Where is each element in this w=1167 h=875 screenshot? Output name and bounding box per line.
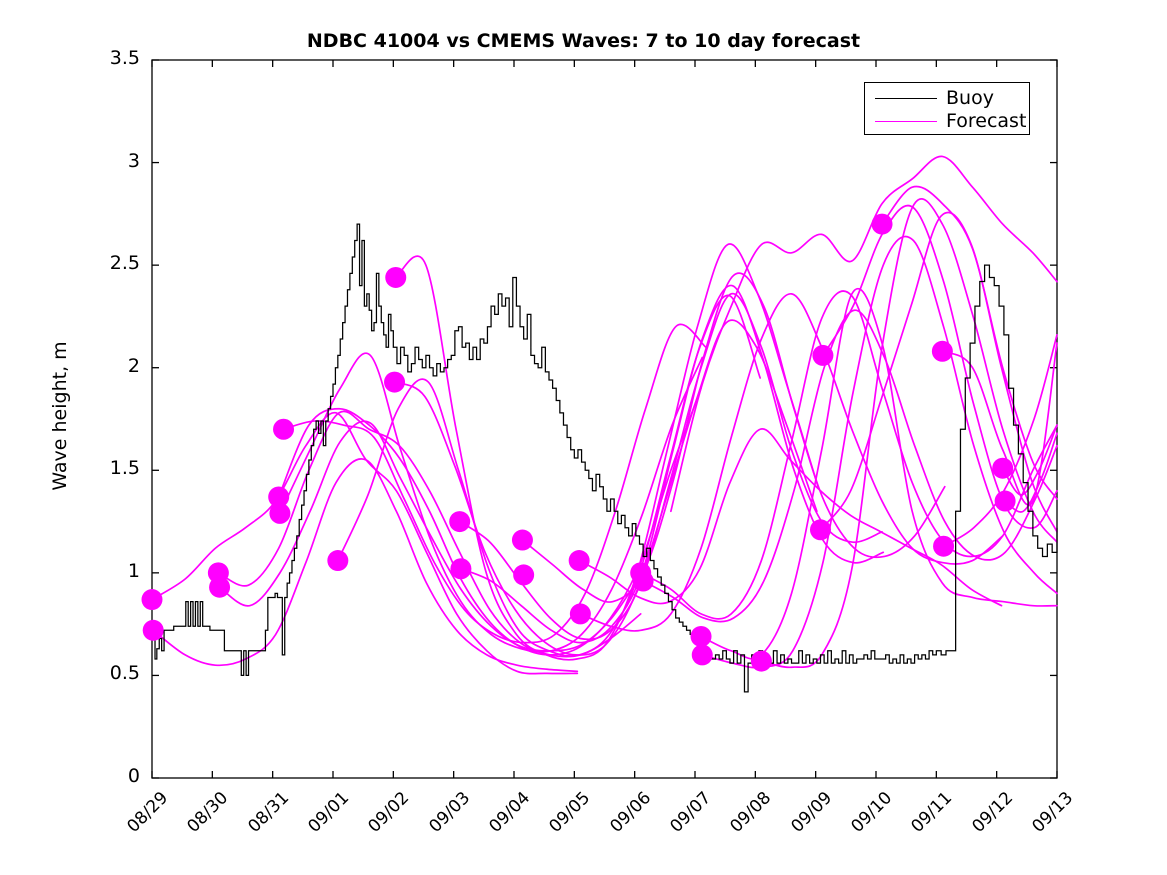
axes-frame bbox=[151, 59, 1058, 779]
forecast-member-line bbox=[700, 287, 1058, 660]
forecast-member-line bbox=[458, 293, 883, 641]
forecast-member-line bbox=[521, 272, 946, 603]
forecast-start-marker bbox=[385, 266, 407, 288]
forecast-member-line bbox=[822, 204, 1058, 529]
legend-label-buoy: Buoy bbox=[946, 87, 994, 109]
forecast-start-marker bbox=[632, 570, 654, 592]
forecast-member-line bbox=[642, 309, 1058, 623]
axis-ticks bbox=[151, 59, 1058, 779]
forecast-start-marker bbox=[809, 519, 831, 541]
forecast-member-line bbox=[1001, 424, 1058, 496]
forecast-member-line bbox=[579, 293, 1004, 632]
forecast-member-line bbox=[152, 458, 579, 673]
forecast-member-line bbox=[639, 290, 1058, 620]
y-tick-label: 1.5 bbox=[109, 457, 140, 480]
forecast-start-marker bbox=[931, 340, 953, 362]
forecast-start-marker bbox=[142, 619, 164, 641]
forecast-start-marker bbox=[384, 371, 406, 393]
forecast-member-line bbox=[394, 243, 819, 661]
forecast-start-marker bbox=[269, 502, 291, 524]
forecast-start-marker bbox=[449, 511, 471, 533]
forecast-member-line bbox=[881, 185, 1058, 500]
forecast-start-marker bbox=[992, 457, 1014, 479]
buoy-line-path bbox=[152, 223, 1058, 693]
forecast-start-marker bbox=[933, 535, 955, 557]
forecast-start-marker bbox=[209, 576, 231, 598]
y-tick-label: 0.5 bbox=[109, 662, 140, 685]
forecast-start-marker bbox=[273, 418, 295, 440]
y-tick-label: 1 bbox=[127, 559, 140, 582]
legend: Buoy Forecast bbox=[864, 82, 1030, 135]
forecast-start-marker bbox=[690, 625, 712, 647]
forecast-start-marker bbox=[994, 490, 1016, 512]
forecast-member-line bbox=[670, 155, 1058, 513]
y-tick-label: 0 bbox=[127, 765, 140, 787]
forecast-start-marker bbox=[268, 486, 290, 508]
forecast-member-line bbox=[760, 198, 1058, 669]
chart-title: NDBC 41004 vs CMEMS Waves: 7 to 10 day f… bbox=[306, 30, 861, 52]
forecast-start-markers bbox=[141, 213, 1016, 672]
forecast-member-line bbox=[460, 284, 885, 644]
y-tick-label: 3 bbox=[127, 149, 140, 172]
y-tick-label: 2.5 bbox=[109, 252, 140, 275]
forecast-start-marker bbox=[568, 550, 590, 572]
forecast-start-marker bbox=[511, 529, 533, 551]
legend-item-buoy: Buoy bbox=[875, 89, 994, 108]
forecast-member-line bbox=[282, 323, 707, 644]
forecast-member-line bbox=[942, 334, 1058, 548]
forecast-start-marker bbox=[750, 650, 772, 672]
buoy-series-line bbox=[152, 223, 1058, 693]
y-tick-label: 2 bbox=[127, 354, 140, 377]
forecast-member-line bbox=[1004, 432, 1058, 513]
forecast-start-marker bbox=[691, 644, 713, 666]
legend-label-forecast: Forecast bbox=[946, 110, 1027, 132]
legend-swatch-forecast bbox=[875, 121, 937, 122]
forecast-start-marker bbox=[327, 550, 349, 572]
forecast-member-line bbox=[279, 352, 704, 653]
forecast-member-line bbox=[277, 387, 702, 656]
legend-item-forecast: Forecast bbox=[875, 112, 1026, 131]
forecast-start-marker bbox=[513, 564, 535, 586]
forecast-start-marker bbox=[812, 344, 834, 366]
y-axis-label: Wave height, m bbox=[49, 341, 71, 491]
y-tick-label: 3.5 bbox=[109, 47, 140, 69]
legend-swatch-buoy bbox=[875, 98, 937, 99]
forecast-start-marker bbox=[871, 213, 893, 235]
forecast-start-marker bbox=[450, 558, 472, 580]
forecast-start-marker bbox=[141, 589, 163, 611]
forecast-member-line bbox=[393, 319, 818, 656]
forecast-member-line bbox=[819, 211, 1058, 533]
forecast-start-marker bbox=[569, 603, 591, 625]
forecast-member-line bbox=[701, 235, 1058, 669]
